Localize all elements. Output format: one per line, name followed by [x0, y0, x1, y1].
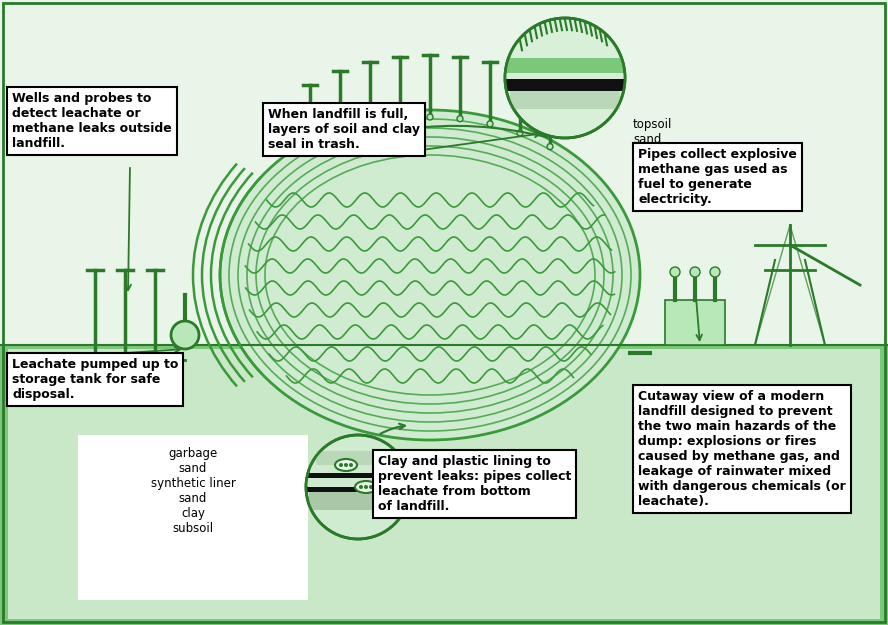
Circle shape — [547, 144, 553, 149]
Ellipse shape — [220, 110, 640, 440]
Circle shape — [344, 463, 348, 467]
Bar — [307, 487, 408, 492]
Bar — [506, 73, 623, 79]
Ellipse shape — [355, 481, 377, 493]
Ellipse shape — [335, 459, 357, 471]
Text: Leachate pumped up to
storage tank for safe
disposal.: Leachate pumped up to storage tank for s… — [12, 358, 178, 401]
Circle shape — [337, 130, 343, 136]
Text: Pipes collect explosive
methane gas used as
fuel to generate
electricity.: Pipes collect explosive methane gas used… — [638, 148, 797, 206]
Circle shape — [367, 121, 373, 127]
Text: topsoil
sand
clay
garbage: topsoil sand clay garbage — [633, 118, 682, 176]
Bar — [8, 349, 880, 619]
Bar — [310, 465, 406, 473]
Bar — [309, 492, 407, 510]
Circle shape — [670, 267, 680, 277]
Text: Wells and probes to
detect leachate or
methane leaks outside
landfill.: Wells and probes to detect leachate or m… — [12, 92, 171, 150]
Circle shape — [359, 485, 363, 489]
Circle shape — [364, 485, 368, 489]
Circle shape — [427, 114, 433, 120]
Bar — [316, 451, 400, 465]
Circle shape — [517, 130, 523, 136]
Bar — [665, 300, 725, 345]
Bar — [511, 91, 620, 109]
Circle shape — [690, 267, 700, 277]
Circle shape — [710, 267, 720, 277]
Circle shape — [339, 463, 343, 467]
Text: When landfill is full,
layers of soil and clay
seal in trash.: When landfill is full, layers of soil an… — [268, 108, 420, 151]
Circle shape — [307, 144, 313, 149]
Text: Cutaway view of a modern
landfill designed to prevent
the two main hazards of th: Cutaway view of a modern landfill design… — [638, 390, 845, 508]
Bar — [0, 345, 888, 625]
Circle shape — [457, 116, 463, 122]
Text: garbage
sand
synthetic liner
sand
clay
subsoil: garbage sand synthetic liner sand clay s… — [151, 447, 235, 535]
Bar — [78, 435, 308, 600]
Text: Clay and plastic lining to
prevent leaks: pipes collect
leachate from bottom
of : Clay and plastic lining to prevent leaks… — [378, 455, 571, 513]
Bar — [506, 79, 623, 85]
Bar — [507, 58, 622, 73]
Circle shape — [487, 121, 493, 127]
Bar — [307, 478, 408, 486]
Circle shape — [171, 321, 199, 349]
Circle shape — [397, 116, 403, 122]
Circle shape — [349, 463, 353, 467]
Bar — [308, 473, 408, 478]
Circle shape — [306, 435, 410, 539]
Circle shape — [369, 485, 373, 489]
Circle shape — [505, 18, 625, 138]
Bar — [507, 85, 623, 91]
